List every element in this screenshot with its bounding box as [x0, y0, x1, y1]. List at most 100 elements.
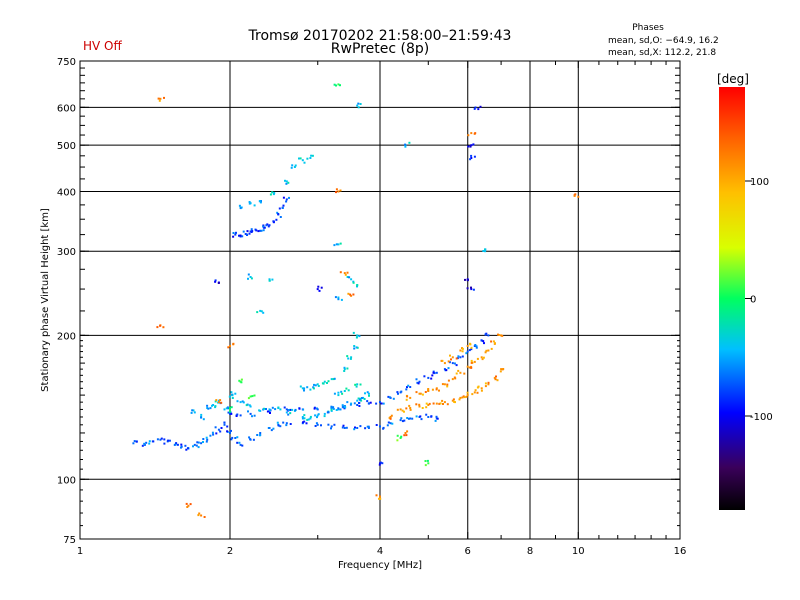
echo-point [367, 427, 370, 429]
echo-point [470, 359, 473, 362]
echo-point [273, 191, 276, 194]
echo-point [335, 188, 338, 191]
echo-point [160, 437, 163, 440]
echo-point [163, 96, 165, 99]
echo-point [490, 347, 493, 350]
echo-point [455, 357, 458, 360]
echo-point [350, 278, 353, 281]
echo-point [305, 422, 308, 425]
echo-point [401, 420, 404, 423]
echo-point [239, 414, 242, 417]
echo-point [405, 434, 408, 437]
echo-point [346, 355, 349, 358]
echo-point [290, 166, 293, 169]
echo-point [330, 407, 333, 409]
echo-point [316, 383, 319, 386]
echo-point [450, 358, 452, 361]
echo-point [285, 198, 288, 201]
echo-point [368, 394, 370, 397]
echo-point [279, 216, 282, 218]
echo-point [217, 401, 220, 404]
chart-subtitle: RwPretec (8p) [331, 41, 429, 57]
echo-point [466, 350, 469, 353]
echo-point [271, 191, 274, 194]
echo-point [196, 441, 199, 444]
echo-point [456, 357, 459, 360]
echo-point [253, 394, 256, 397]
echo-point [214, 280, 217, 283]
echo-point [388, 396, 391, 399]
echo-point [316, 288, 319, 291]
echo-point [268, 279, 271, 282]
echo-point [248, 201, 251, 203]
echo-point [459, 371, 462, 374]
echo-point [326, 382, 328, 384]
echo-point [358, 335, 361, 338]
echo-point [285, 408, 288, 411]
echo-point [249, 230, 252, 233]
echo-point [192, 409, 195, 412]
echo-point [482, 340, 485, 343]
echo-point [470, 157, 473, 159]
echo-point [214, 279, 217, 282]
echo-point [482, 250, 485, 252]
echo-point [157, 97, 160, 100]
echo-point [461, 355, 464, 358]
echo-point [426, 459, 429, 462]
echo-point [285, 200, 288, 203]
echo-point [348, 276, 351, 279]
echo-point [405, 407, 408, 410]
x-axis: 1 2 4 6 8 10 16 [77, 61, 686, 557]
echo-point [330, 425, 333, 428]
echo-point [379, 497, 382, 500]
echo-point [435, 402, 438, 405]
echo-point [469, 145, 472, 148]
echo-point [193, 411, 196, 414]
echo-point [265, 408, 267, 410]
echo-point [409, 417, 412, 420]
echo-point [219, 399, 222, 402]
echo-point [238, 379, 241, 382]
echo-point [211, 404, 213, 407]
echo-point [247, 397, 250, 400]
echo-point [356, 284, 359, 287]
echo-point [258, 200, 261, 203]
echo-point [339, 242, 342, 245]
echo-point [484, 351, 487, 354]
echo-point [248, 436, 251, 439]
echo-point [485, 349, 488, 352]
echo-point [234, 233, 237, 236]
echo-point [168, 439, 171, 442]
echo-point [259, 309, 262, 312]
echo-point [309, 415, 312, 418]
echo-point [425, 402, 428, 405]
echo-point [175, 442, 178, 445]
echo-point [258, 434, 261, 437]
echo-point [473, 391, 476, 394]
echo-point [404, 145, 407, 148]
echo-point [474, 106, 477, 109]
echo-point [206, 407, 209, 409]
echo-point [272, 193, 275, 196]
echo-point [174, 443, 177, 446]
echo-point [310, 154, 313, 157]
echo-point [343, 368, 346, 371]
echo-point [392, 397, 395, 400]
echo-point [306, 418, 309, 421]
echo-point [281, 207, 284, 209]
echo-point [352, 281, 355, 284]
echo-point [453, 376, 456, 379]
echo-point [245, 404, 248, 407]
echo-point [447, 379, 450, 382]
echo-point [299, 385, 302, 388]
echo-point [215, 432, 218, 435]
echo-point [387, 421, 390, 424]
echo-point [176, 443, 179, 446]
echo-point [484, 382, 487, 385]
echo-point [227, 411, 230, 414]
echo-point [405, 398, 408, 401]
echo-point [302, 421, 304, 424]
echo-point [342, 424, 345, 427]
echo-point [424, 460, 427, 462]
